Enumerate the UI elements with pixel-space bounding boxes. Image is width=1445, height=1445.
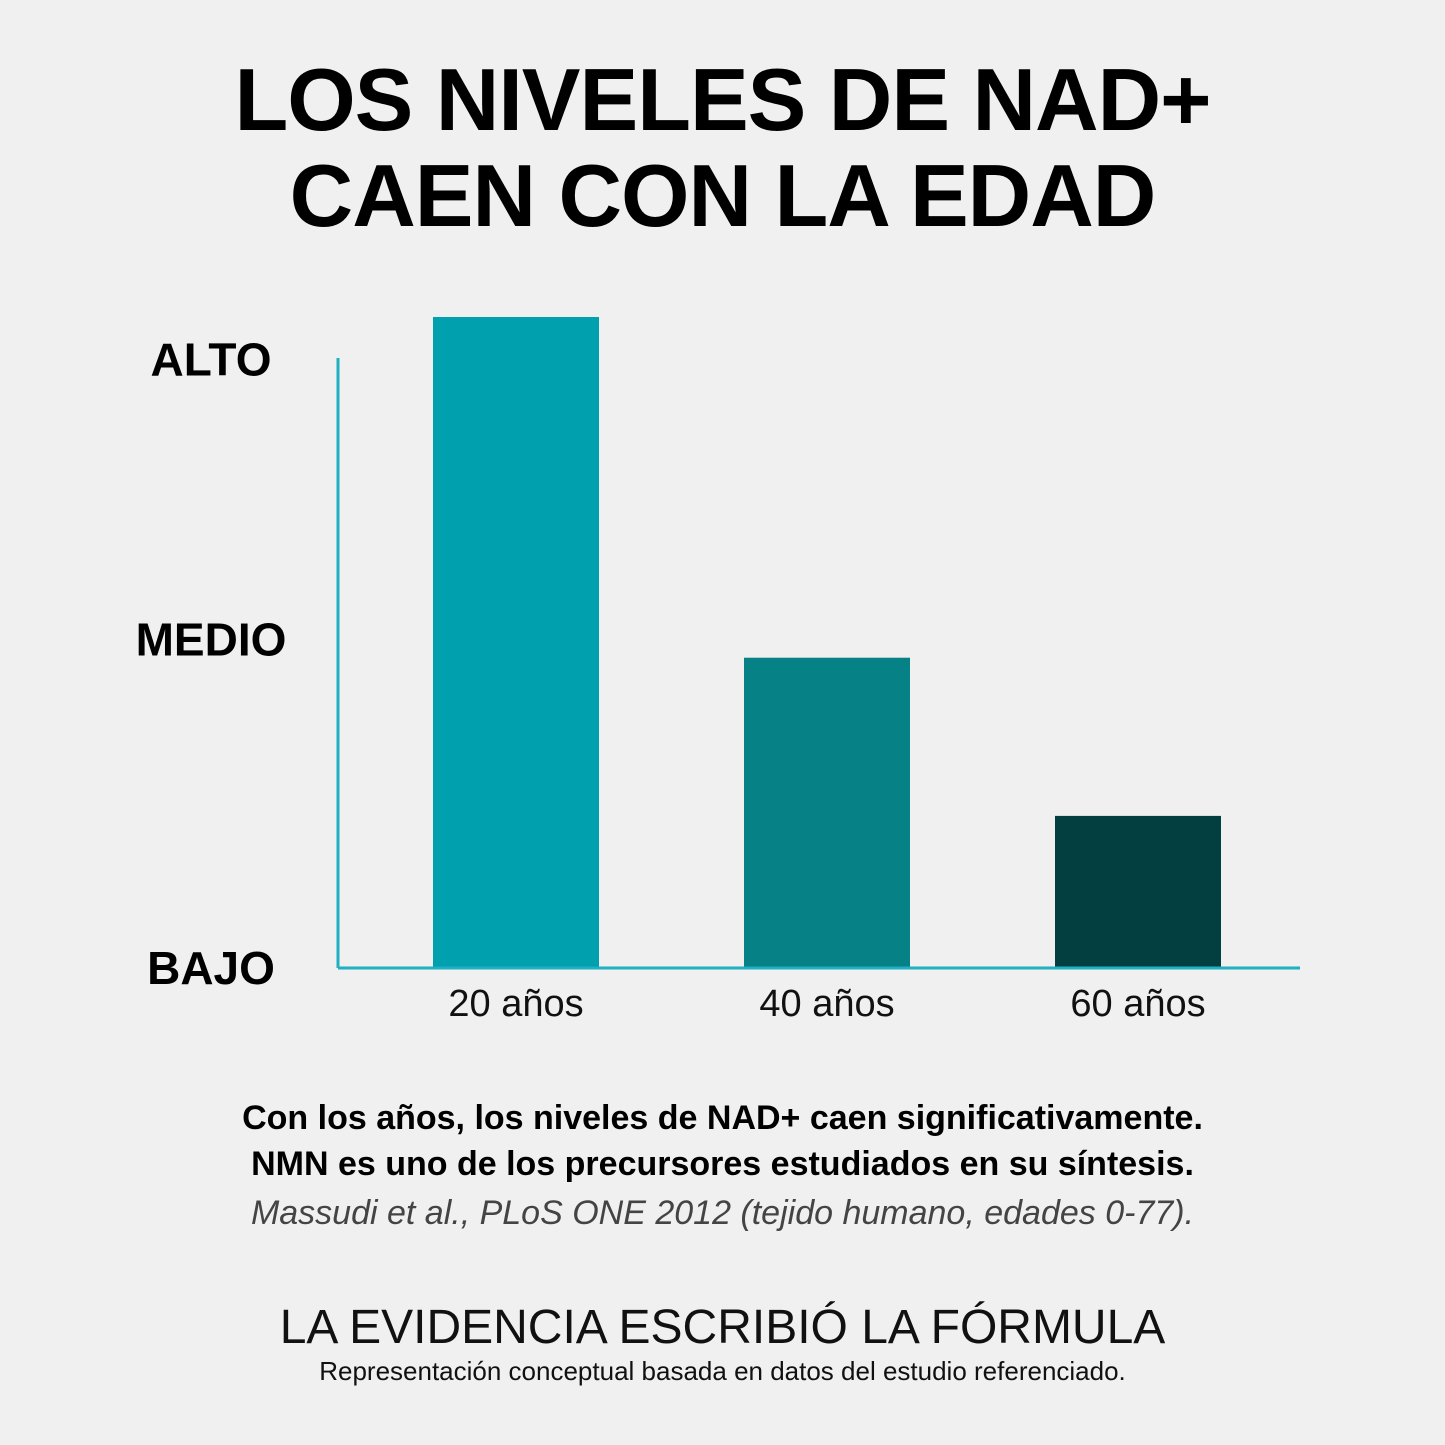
y-tick-labels: ALTO MEDIO BAJO	[136, 334, 287, 994]
disclaimer-note: Representación conceptual basada en dato…	[319, 1356, 1126, 1386]
y-tick-label-alto: ALTO	[151, 334, 272, 386]
chart-title-line-2: CAEN CON LA EDAD	[289, 146, 1157, 245]
bars-group	[433, 317, 1221, 968]
x-tick-label-1: 20 años	[448, 983, 583, 1025]
caption-line-2: NMN es uno de los precursores estudiados…	[251, 1145, 1194, 1183]
x-tick-labels: 20 años 40 años 60 años	[448, 983, 1205, 1025]
bar-3	[1055, 815, 1221, 968]
bar-1	[433, 317, 599, 968]
x-tick-label-3: 60 años	[1070, 983, 1205, 1025]
chart-title: LOS NIVELES DE NAD+ CAEN CON LA EDAD	[0, 52, 1445, 244]
y-tick-label-bajo: BAJO	[147, 942, 275, 994]
brand-tagline: LA EVIDENCIA ESCRIBIÓ LA FÓRMULA	[279, 1301, 1166, 1354]
caption-line-1: Con los años, los niveles de NAD+ caen s…	[242, 1099, 1203, 1137]
y-tick-label-medio: MEDIO	[136, 613, 287, 665]
chart-title-line-1: LOS NIVELES DE NAD+	[234, 50, 1211, 149]
chart-caption: Con los años, los niveles de NAD+ caen s…	[0, 1095, 1445, 1187]
x-tick-label-2: 40 años	[759, 983, 894, 1025]
bar-2	[744, 657, 910, 968]
source-citation: Massudi et al., PLoS ONE 2012 (tejido hu…	[250, 1194, 1195, 1232]
